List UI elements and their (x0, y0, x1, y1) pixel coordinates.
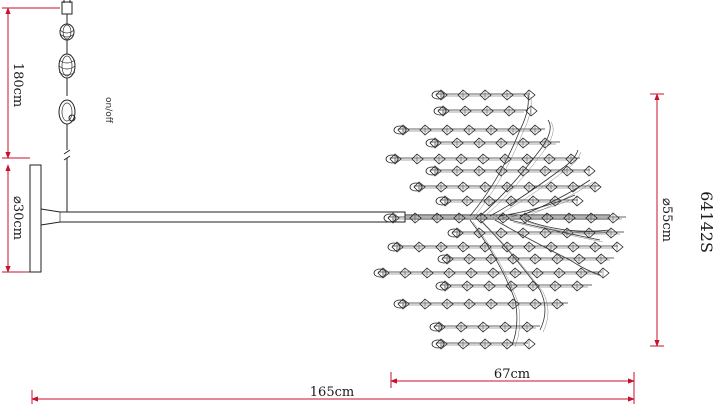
canopy-diameter-label: ⌀30cm (10, 196, 25, 240)
head-height-dimension: ⌀55cm (650, 93, 674, 347)
switch-label: on/off (103, 97, 113, 124)
head-width-label: 67cm (494, 367, 530, 382)
crystal-branches (373, 89, 626, 350)
head-height-label: ⌀55cm (659, 198, 674, 242)
head-width-dimension: 67cm (390, 367, 635, 404)
total-width-label: 165cm (310, 385, 354, 400)
cord-length-dimension: 180cm (2, 7, 60, 159)
cord-length-label: 180cm (10, 63, 25, 107)
product-code: 64142S (697, 191, 716, 253)
switch-icon (58, 99, 76, 125)
canopy (29, 164, 42, 273)
total-width-dimension: 165cm (31, 385, 635, 404)
power-cord (58, 0, 76, 212)
canopy-diameter-dimension: ⌀30cm (2, 164, 30, 273)
